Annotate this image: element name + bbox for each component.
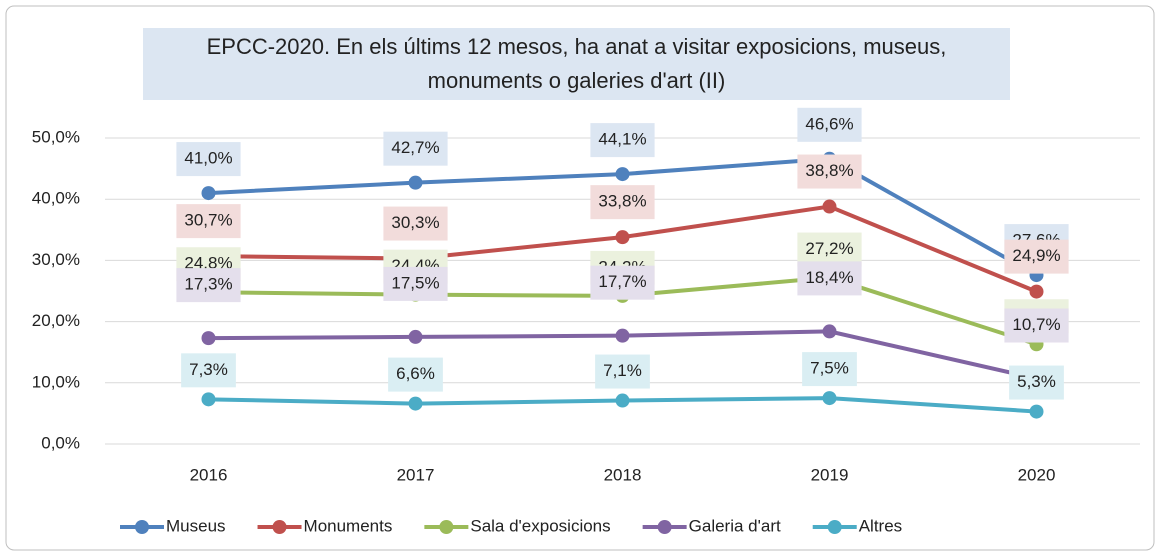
data-point [408,175,423,190]
data-label: 10,7% [1012,315,1060,334]
data-point [822,199,837,214]
data-label: 30,7% [184,211,232,230]
data-point [615,393,630,408]
legend-label: Sala d'exposicions [470,516,610,535]
data-label-box [388,357,443,392]
data-label: 42,7% [391,138,439,157]
data-point [822,391,837,406]
data-label-box [176,204,241,239]
data-label: 17,5% [391,273,439,292]
legend-marker [272,520,287,534]
data-label-box [1004,308,1069,343]
data-label: 17,7% [598,272,646,291]
data-label: 5,3% [1017,372,1056,391]
data-label-box [797,261,862,296]
data-label-box [383,266,448,301]
data-label: 24,8% [184,254,232,273]
data-label: 24,9% [1012,246,1060,265]
data-point [615,230,630,245]
data-label-box [802,352,857,387]
legend-label: Altres [859,516,902,535]
data-point [201,392,216,407]
data-label-box [797,232,862,267]
data-point [201,186,216,201]
data-label: 6,6% [396,364,435,383]
data-label-box [383,131,448,166]
x-tick-label: 2016 [190,465,228,484]
x-tick-label: 2019 [811,465,849,484]
x-tick-label: 2017 [397,465,435,484]
x-tick-label: 2018 [604,465,642,484]
legend-label: Monuments [304,516,393,535]
legend-label: Museus [166,516,226,535]
legend-marker [827,520,842,534]
data-point [201,331,216,346]
data-point [822,324,837,339]
data-label: 7,3% [189,360,228,379]
data-label-box [590,123,655,158]
data-label: 33,8% [598,192,646,211]
y-tick-label: 20,0% [32,311,80,330]
data-label-box [1009,365,1064,400]
y-tick-label: 0,0% [41,433,80,452]
data-label: 27,2% [805,239,853,258]
data-label: 18,4% [805,268,853,287]
chart-border [5,5,1155,551]
data-label: 44,1% [598,130,646,149]
data-point [615,167,630,182]
y-tick-label: 40,0% [32,189,80,208]
data-label: 41,0% [184,149,232,168]
data-label-box [176,268,241,303]
data-label: 46,6% [805,114,853,133]
data-label-box [176,142,241,177]
chart-title: EPCC-2020. En els últims 12 mesos, ha an… [143,28,1010,100]
data-point [408,396,423,411]
y-tick-label: 50,0% [32,127,80,146]
data-label-box [590,185,655,220]
legend-marker [439,520,454,534]
data-point [1029,404,1044,419]
legend-label: Galeria d'art [689,516,781,535]
data-point [408,329,423,344]
data-point [615,328,630,343]
data-label-box [1004,239,1069,274]
data-label-box [797,154,862,189]
data-label: 38,8% [805,161,853,180]
y-tick-label: 10,0% [32,372,80,391]
data-label-box [590,265,655,300]
data-label: 30,3% [391,213,439,232]
legend-marker [135,520,149,534]
y-tick-label: 30,0% [32,250,80,269]
data-label-box [797,107,862,142]
data-label-box [595,354,650,389]
data-label-box [383,206,448,241]
data-label: 7,1% [603,361,642,380]
data-label: 17,3% [184,275,232,294]
legend-marker [657,520,672,534]
data-label-box [181,353,236,388]
data-point [1029,284,1044,299]
data-label: 7,5% [810,359,849,378]
x-tick-label: 2020 [1018,465,1056,484]
